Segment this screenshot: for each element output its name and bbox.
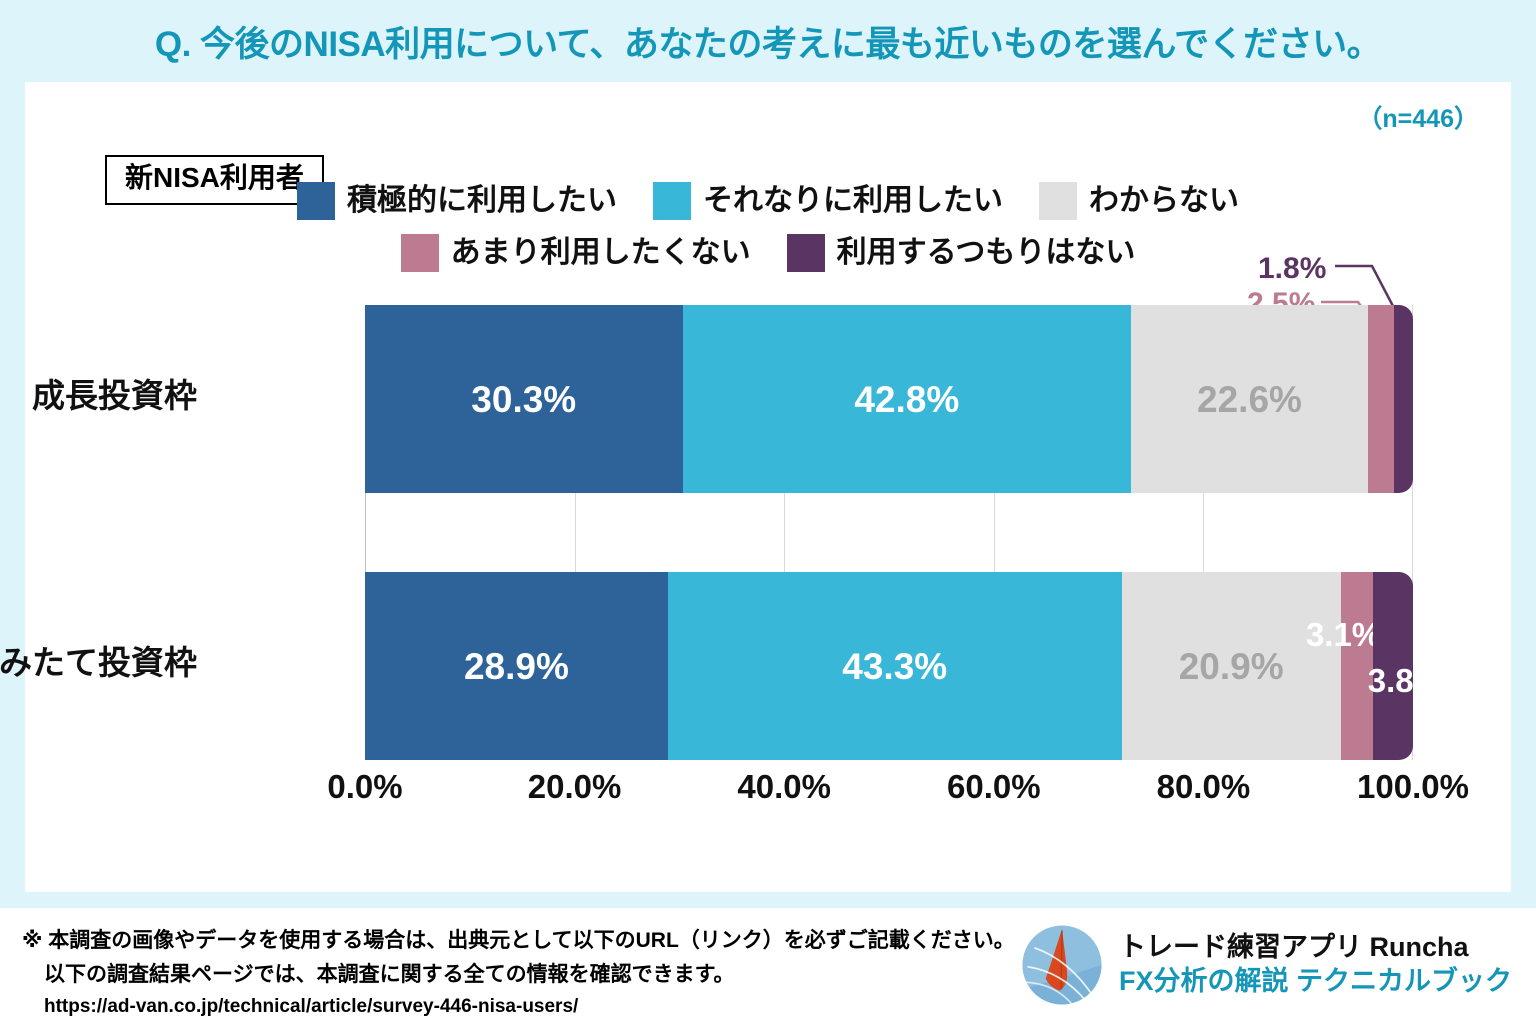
legend-label: 積極的に利用したい	[347, 184, 617, 217]
legend-item-0[interactable]: 積極的に利用したい	[297, 182, 617, 220]
bar-segment[interactable]: 28.9%	[365, 572, 668, 760]
bar-segment-value: 28.9%	[463, 645, 569, 687]
brand-tagline: FX分析の解説 テクニカルブック	[1118, 966, 1512, 996]
footer-source-url[interactable]: https://ad-van.co.jp/technical/article/s…	[44, 996, 579, 1018]
title-band: Q. 今後のNISA利用について、あなたの考えに最も近いものを選んでください。	[0, 0, 1536, 82]
category-label: 成長投資枠	[32, 377, 197, 414]
footer-notes: ※ 本調査の画像やデータを使用する場合は、出典元として以下のURL（リンク）を必…	[22, 924, 1015, 1023]
footer: ※ 本調査の画像やデータを使用する場合は、出典元として以下のURL（リンク）を必…	[0, 908, 1536, 1024]
bar-segment-value: 3.8%	[1367, 662, 1443, 699]
gridline-20	[574, 305, 576, 760]
x-tick-label: 60.0%	[947, 768, 1041, 805]
gridline-40	[784, 305, 786, 760]
bar-segment[interactable]: 43.3%	[667, 572, 1122, 760]
legend-label: あまり利用したくない	[450, 236, 751, 269]
bar-segment[interactable]: 20.9%	[1121, 572, 1341, 760]
x-tick-label: 40.0%	[737, 768, 831, 805]
chart-legend: 積極的に利用したい それなりに利用したい わからない あまり利用したくない	[25, 182, 1511, 272]
bar-segment-value: 43.3%	[842, 645, 948, 687]
x-tick-label: 0.0%	[327, 768, 403, 805]
legend-swatch-icon	[653, 182, 691, 220]
bar-segment[interactable]: 42.8%	[682, 305, 1132, 493]
x-tick-label: 80.0%	[1156, 768, 1251, 805]
legend-swatch-icon	[1039, 182, 1077, 220]
legend-item-4[interactable]: 利用するつもりはない	[786, 234, 1136, 272]
gridline-80	[1203, 305, 1205, 760]
bar-segment-value: 30.3%	[471, 378, 577, 420]
footer-note-line1: ※ 本調査の画像やデータを使用する場合は、出典元として以下のURL（リンク）を必…	[22, 929, 1015, 952]
legend-swatch-icon	[400, 234, 439, 272]
bar-segment[interactable]: 30.3%	[365, 305, 683, 493]
legend-row-2: あまり利用したくない 利用するつもりはない	[25, 234, 1511, 272]
stacked-bar: 30.3% 42.8% 22.6%	[365, 305, 1413, 493]
legend-row-1: 積極的に利用したい それなりに利用したい わからない	[25, 182, 1511, 220]
plot-area: 成長投資枠 30.3% 42.8% 22.6% つみたて	[0, 305, 1443, 760]
legend-item-2[interactable]: わからない	[1039, 182, 1239, 220]
legend-swatch-icon	[786, 234, 825, 272]
chart-card: （n=446） 新NISA利用者 積極的に利用したい それなりに利用したい わか…	[0, 82, 1511, 892]
brand-app-name: トレード練習アプリ Runcha	[1118, 932, 1469, 963]
page-title: Q. 今後のNISA利用について、あなたの考えに最も近いものを選んでください。	[154, 24, 1382, 64]
legend-label: 利用するつもりはない	[836, 236, 1136, 269]
x-tick-label: 100.0%	[1357, 768, 1469, 805]
bar-segment[interactable]: 3.8%	[1368, 572, 1443, 760]
x-tick-label: 20.0%	[527, 768, 622, 805]
bar-row: 成長投資枠 30.3% 42.8% 22.6%	[32, 305, 1413, 493]
bar-segment-value: 3.1%	[1305, 616, 1382, 653]
bar-segment[interactable]: 22.6%	[1131, 305, 1368, 493]
bar-segment[interactable]: 3.1%	[1306, 572, 1381, 760]
brand-lockup: トレード練習アプリ Runcha FX分析の解説 テクニカルブック	[1019, 922, 1512, 1008]
gridline-60	[993, 305, 995, 760]
category-label: つみたて投資枠	[0, 644, 197, 681]
brand-text: トレード練習アプリ Runcha FX分析の解説 テクニカルブック	[1119, 931, 1512, 999]
runcha-logo-icon	[1022, 925, 1102, 1005]
x-axis: 0.0% 20.0% 40.0% 60.0% 80.0% 100.0%	[327, 768, 1469, 818]
bar-segment-value: 42.8%	[854, 378, 960, 420]
footer-note-line2: 以下の調査結果ページでは、本調査に関する全ての情報を確認できます。	[44, 963, 735, 987]
axis-line	[365, 305, 366, 760]
legend-item-3[interactable]: あまり利用したくない	[400, 234, 751, 272]
legend-label: それなりに利用したい	[703, 184, 1003, 217]
bar-row: つみたて投資枠 28.9% 43.3% 20.9% 3.1% 3	[0, 572, 1443, 760]
bar-segment-value: 20.9%	[1178, 645, 1284, 687]
legend-item-1[interactable]: それなりに利用したい	[653, 182, 1003, 220]
sample-size-label: （n=446）	[1357, 105, 1479, 133]
bar-segment[interactable]	[1367, 305, 1395, 493]
bar-segment-value: 22.6%	[1197, 378, 1302, 420]
legend-label: わからない	[1089, 184, 1239, 217]
bar-segment[interactable]	[1394, 305, 1413, 493]
legend-swatch-icon	[297, 182, 335, 220]
group-badge: 新NISA利用者	[105, 155, 324, 205]
stacked-bar: 28.9% 43.3% 20.9% 3.1% 3.8%	[365, 572, 1443, 760]
gridline-100	[1412, 305, 1413, 760]
